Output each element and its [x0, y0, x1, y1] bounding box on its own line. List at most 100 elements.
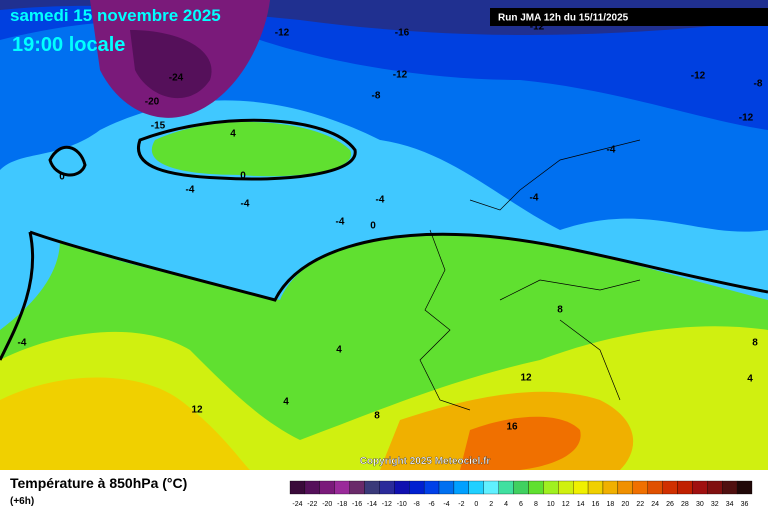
legend-label: 36 [741, 501, 749, 508]
legend-swatch [677, 480, 693, 495]
contour-label: -12 [739, 113, 754, 124]
legend-swatch [453, 480, 469, 495]
legend-label: -4 [443, 501, 449, 508]
legend-swatch [513, 480, 529, 495]
legend-swatch [662, 480, 678, 495]
legend-label: 26 [666, 501, 674, 508]
contour-label: 8 [752, 338, 758, 349]
contour-label: -4 [336, 217, 345, 228]
run-box [490, 8, 768, 26]
contour-label: 16 [506, 422, 518, 433]
time: 19:00 locale [12, 34, 125, 56]
zero-isotherm [136, 118, 357, 181]
contour-label: 0 [240, 171, 246, 182]
legend-label: 2 [489, 501, 493, 508]
contour-label: -8 [372, 91, 381, 102]
legend-swatch [632, 480, 648, 495]
legend-swatch [543, 480, 559, 495]
contour-label: 0 [59, 172, 65, 183]
contour-label: 4 [747, 374, 753, 385]
legend-label: 16 [592, 501, 600, 508]
legend-label: -18 [337, 501, 347, 508]
legend-swatch [528, 480, 544, 495]
date: samedi 15 novembre 2025 [10, 6, 221, 25]
zero-isotherm [48, 146, 87, 177]
contour-label: -15 [151, 121, 166, 132]
legend-title: Température à 850hPa (°C) [10, 475, 187, 491]
coastline [419, 139, 641, 411]
legend-swatch [558, 480, 574, 495]
contour-label: -4 [530, 193, 539, 204]
greenland-cold [130, 30, 212, 99]
contour-label: -4 [186, 185, 195, 196]
legend-label: 18 [607, 501, 615, 508]
legend-label: 0 [474, 501, 478, 508]
legend-label: 6 [519, 501, 523, 508]
contour-label: 4 [336, 345, 342, 356]
contour-label: -4 [607, 145, 616, 156]
legend-swatch [379, 480, 395, 495]
contour-label: -8 [754, 79, 763, 90]
contour-label: -12 [691, 71, 706, 82]
contour-label: -12 [530, 22, 545, 33]
legend-swatch [438, 480, 455, 495]
contour-label: -12 [275, 28, 290, 39]
run-info: Run JMA 12h du 15/11/2025 [498, 13, 629, 24]
contour-label: 4 [230, 129, 236, 140]
legend-swatch [498, 480, 514, 495]
contour-label: 12 [520, 373, 532, 384]
legend-label: 8 [534, 501, 538, 508]
warm-zone [0, 377, 250, 470]
contour-label: -24 [169, 73, 184, 84]
legend-swatch [692, 480, 708, 495]
legend-label: -10 [397, 501, 407, 508]
contour-label: -12 [393, 70, 408, 81]
legend-swatch [289, 480, 306, 495]
legend-label: -14 [367, 501, 377, 508]
legend-swatch [602, 480, 619, 495]
legend-swatch [707, 480, 723, 495]
legend-label: 22 [636, 501, 644, 508]
contour-label: 8 [557, 305, 563, 316]
contour-label: -4 [241, 199, 250, 210]
contour-label: -20 [145, 97, 160, 108]
legend-label: 14 [577, 501, 585, 508]
legend-label: -22 [307, 501, 317, 508]
legend-label: 28 [681, 501, 689, 508]
legend-swatch [736, 480, 753, 495]
contour-label: 12 [191, 405, 203, 416]
legend-label: 24 [651, 501, 659, 508]
forecast-step: (+6h) [10, 496, 34, 507]
copyright: Copyright 2025 Meteociel.fr [360, 456, 491, 467]
legend-label: -12 [382, 501, 392, 508]
legend-swatch [617, 480, 633, 495]
legend-swatch [319, 480, 335, 495]
contour-label: -4 [376, 195, 385, 206]
legend-label: 4 [504, 501, 508, 508]
legend-label: -20 [322, 501, 332, 508]
legend-swatch [349, 480, 365, 495]
legend-label: -8 [414, 501, 420, 508]
legend-swatch [468, 480, 484, 495]
contour-label: 8 [374, 411, 380, 422]
legend-label: 34 [726, 501, 734, 508]
legend-label: 30 [696, 501, 704, 508]
legend-swatch [334, 480, 350, 495]
legend-swatch [587, 480, 604, 495]
contour-label: 4 [283, 397, 289, 408]
zero-isotherm [29, 230, 768, 302]
legend-label: 10 [547, 501, 555, 508]
legend-label: 20 [621, 501, 629, 508]
legend-swatch [364, 480, 380, 495]
legend-swatch [423, 480, 440, 495]
legend-swatch [304, 480, 320, 495]
legend-label: -2 [458, 501, 464, 508]
hot-zone [460, 416, 581, 470]
legend-swatch [394, 480, 410, 495]
legend-label: -16 [352, 501, 362, 508]
contour-label: -4 [18, 338, 27, 349]
legend-label: -6 [428, 501, 434, 508]
legend-swatch [647, 480, 663, 495]
